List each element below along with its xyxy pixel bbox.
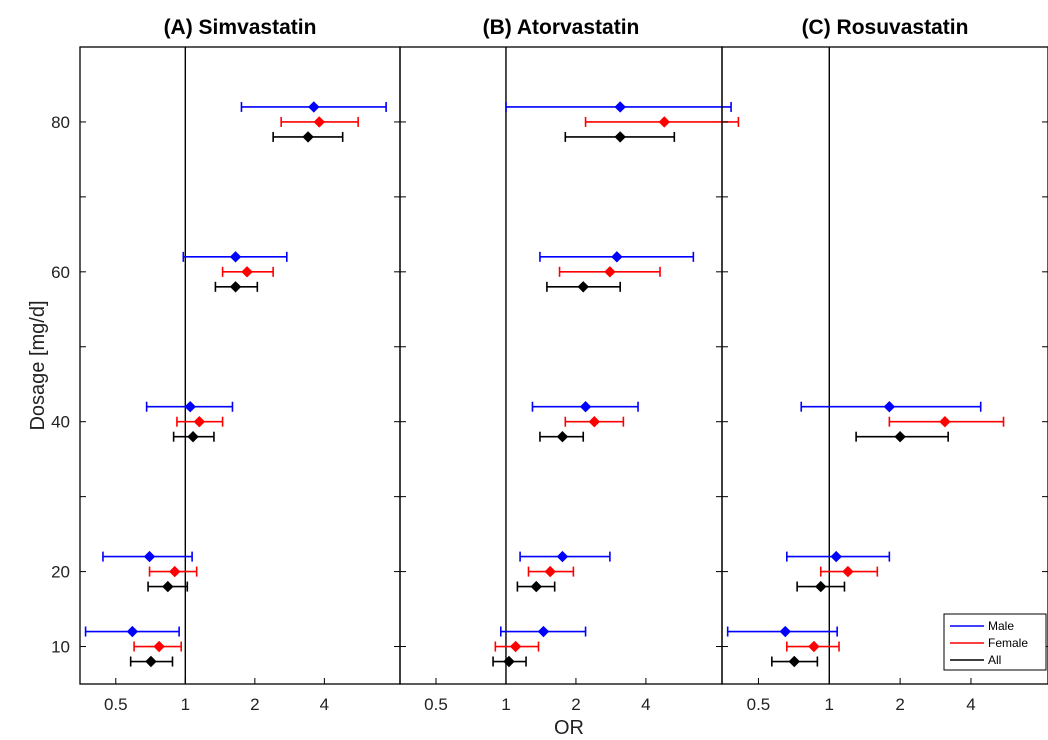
or-point-marker (658, 116, 671, 128)
or-point-marker (509, 640, 522, 653)
panel-2: 0.5 1 2 4 (B) Atorvastatin OR (399, 16, 740, 739)
y-tick-label: 40 (51, 413, 70, 432)
series-male (84, 101, 387, 638)
or-point-marker (313, 116, 325, 128)
or-point-marker (241, 266, 253, 278)
or-point-marker (939, 415, 951, 428)
or-point-marker (808, 640, 820, 653)
panel-1: 0.5 1 2 4 10 20 40 60 80 (A) Simvastatin Dosage [m… (27, 16, 401, 714)
or-point-marker (153, 640, 165, 653)
series-all (129, 131, 344, 668)
x-axis-label: OR (554, 717, 584, 739)
or-point-marker (779, 625, 791, 638)
or-point-marker (614, 131, 626, 143)
legend-label-all: All (988, 653, 1001, 667)
x-tick-label: 1 (181, 695, 190, 714)
panel-title: (C) Rosuvastatin (802, 16, 969, 39)
or-point-marker (577, 281, 589, 293)
x-tick-label: 2 (250, 695, 259, 714)
or-point-marker (143, 550, 156, 563)
series-male (726, 401, 982, 638)
or-point-marker (308, 101, 320, 113)
or-point-marker (788, 655, 800, 668)
x-tick-label: 1 (501, 695, 510, 714)
panel-3: 0.5 1 2 4 (C) Rosuvastatin (721, 16, 1048, 714)
or-point-marker (229, 251, 242, 263)
or-point-marker (126, 625, 139, 638)
y-tick-label: 10 (51, 638, 70, 657)
x-tick-label: 2 (571, 695, 580, 714)
or-point-marker (830, 550, 842, 563)
or-point-marker (604, 266, 616, 278)
x-tick-label: 0.5 (747, 695, 771, 714)
x-tick-label: 4 (641, 695, 650, 714)
or-point-marker (302, 131, 314, 143)
or-point-marker (611, 251, 623, 263)
y-axis-label: Dosage [mg/d] (27, 300, 49, 430)
or-point-marker (842, 565, 854, 578)
or-point-marker (530, 580, 542, 593)
series-female (786, 415, 1005, 653)
x-tick-label: 0.5 (104, 695, 128, 714)
series-all (771, 430, 949, 668)
or-point-marker (169, 565, 181, 578)
or-point-marker (894, 430, 906, 443)
panel-frame (399, 46, 723, 685)
x-tick-label: 2 (895, 695, 904, 714)
x-tick-label: 0.5 (424, 695, 448, 714)
panel-frame (79, 46, 401, 685)
or-point-marker (588, 415, 601, 428)
panel-title: (B) Atorvastatin (483, 16, 640, 39)
series-male (499, 101, 732, 638)
legend-label-male: Male (988, 619, 1014, 633)
legend: Male Female All (943, 613, 1047, 671)
or-point-marker (184, 401, 196, 413)
or-point-marker (229, 281, 242, 293)
or-point-marker (579, 401, 592, 413)
or-point-marker (537, 625, 550, 638)
or-point-marker (556, 550, 569, 563)
panel-title: (A) Simvastatin (164, 16, 317, 39)
or-point-marker (193, 415, 206, 428)
or-point-marker (614, 101, 626, 113)
series-all (492, 131, 676, 668)
or-point-marker (544, 565, 556, 578)
or-point-marker (145, 655, 157, 668)
y-tick-label: 80 (51, 113, 70, 132)
or-point-marker (503, 655, 515, 668)
x-tick-label: 4 (320, 695, 329, 714)
legend-label-female: Female (988, 636, 1028, 650)
y-tick-label: 20 (51, 563, 70, 582)
x-tick-label: 1 (825, 695, 834, 714)
or-point-marker (815, 580, 827, 593)
panel-frame (721, 46, 1048, 685)
or-point-marker (556, 430, 569, 443)
or-point-marker (162, 580, 174, 593)
x-tick-label: 4 (966, 695, 975, 714)
or-point-marker (187, 430, 199, 443)
or-point-marker (883, 401, 896, 413)
series-female (133, 116, 359, 653)
y-tick-label: 60 (51, 263, 70, 282)
series-female (494, 116, 740, 653)
